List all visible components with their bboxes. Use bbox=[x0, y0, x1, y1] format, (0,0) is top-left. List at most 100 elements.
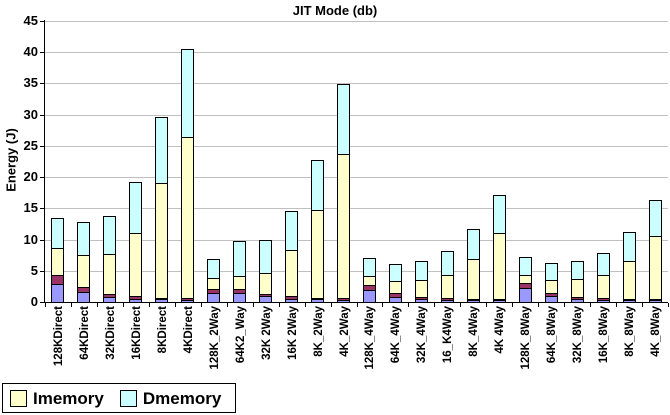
bar-segment bbox=[312, 299, 323, 302]
bar-segment bbox=[416, 262, 427, 280]
bar-segment bbox=[572, 262, 583, 279]
bar-segment bbox=[442, 252, 453, 276]
bar-segment bbox=[182, 136, 193, 299]
bar-segment bbox=[286, 250, 297, 297]
bar-segment bbox=[546, 280, 557, 293]
bar-segment bbox=[598, 297, 609, 300]
x-axis-tick bbox=[253, 303, 254, 307]
y-axis-line bbox=[44, 20, 45, 303]
y-tick-label: 40 bbox=[23, 44, 38, 59]
bar-segment bbox=[260, 293, 271, 297]
bar-segment bbox=[364, 275, 375, 286]
bar-segment bbox=[494, 298, 505, 301]
bar-segment bbox=[546, 295, 557, 303]
bar bbox=[77, 222, 90, 303]
x-tick-label: 128K_2Way bbox=[209, 306, 221, 370]
bar-segment bbox=[338, 298, 349, 301]
y-tick-label: 5 bbox=[30, 263, 38, 278]
y-tick-label: 20 bbox=[23, 169, 38, 184]
bar-segment bbox=[624, 298, 635, 301]
legend-label-dmemory: Dmemory bbox=[142, 388, 222, 408]
bar-segment bbox=[338, 85, 349, 154]
x-tick-label: 128K_4Way bbox=[364, 306, 376, 370]
y-tick-label: 15 bbox=[23, 200, 38, 215]
legend-label-imemory: Imemory bbox=[33, 388, 104, 408]
bar-segment bbox=[130, 296, 141, 299]
bar-segment bbox=[286, 298, 297, 303]
bar-segment bbox=[260, 241, 271, 274]
bar-segment bbox=[494, 300, 505, 303]
bar bbox=[389, 264, 402, 303]
x-axis-tick bbox=[201, 303, 202, 307]
bar-segment bbox=[130, 298, 141, 302]
bar-segment bbox=[572, 298, 583, 302]
x-tick-label: 32K_4Way bbox=[416, 306, 428, 364]
bar-segment bbox=[234, 289, 245, 294]
bar-segment bbox=[442, 297, 453, 300]
bar bbox=[129, 182, 142, 303]
x-tick-label: 8KDirect bbox=[157, 306, 169, 354]
x-axis-tick bbox=[434, 303, 435, 307]
bar-segment bbox=[546, 292, 557, 296]
bar-segment bbox=[468, 300, 479, 302]
bar bbox=[259, 240, 272, 303]
bar-segment bbox=[494, 233, 505, 299]
bar bbox=[103, 216, 116, 303]
bar-segment bbox=[234, 293, 245, 302]
bar bbox=[363, 258, 376, 303]
y-axis-tick bbox=[40, 177, 44, 178]
bar bbox=[181, 49, 194, 303]
bar-segment bbox=[312, 297, 323, 300]
gridline bbox=[45, 83, 668, 84]
bar-segment bbox=[208, 260, 219, 278]
y-tick-label: 10 bbox=[23, 232, 38, 247]
bar-segment bbox=[286, 296, 297, 299]
x-axis-tick bbox=[305, 303, 306, 307]
bar-segment bbox=[468, 298, 479, 301]
y-axis-tick bbox=[40, 240, 44, 241]
x-axis-tick bbox=[149, 303, 150, 307]
y-axis-tick bbox=[40, 115, 44, 116]
bar-segment bbox=[130, 183, 141, 234]
bar-segment bbox=[572, 296, 583, 299]
x-axis-tick bbox=[279, 303, 280, 307]
x-tick-label: 64K_4Way bbox=[390, 306, 402, 364]
y-axis-tick bbox=[40, 83, 44, 84]
bar-segment bbox=[78, 255, 89, 287]
x-axis-tick bbox=[123, 303, 124, 307]
x-tick-label: 4KDirect bbox=[183, 306, 195, 354]
x-axis-tick bbox=[486, 303, 487, 307]
bar-segment bbox=[208, 289, 219, 294]
x-axis-tick bbox=[45, 303, 46, 307]
bar-segment bbox=[520, 275, 531, 284]
x-axis-tick bbox=[408, 303, 409, 307]
bar-segment bbox=[390, 293, 401, 297]
bar-segment bbox=[650, 201, 661, 237]
bar-segment bbox=[624, 261, 635, 299]
x-tick-label: 16_K4Way bbox=[442, 306, 454, 364]
bar bbox=[415, 261, 428, 303]
x-axis-tick bbox=[97, 303, 98, 307]
bar-segment bbox=[416, 299, 427, 303]
x-tick-label: 32K_8Way bbox=[572, 306, 584, 364]
gridline bbox=[45, 52, 668, 53]
x-axis-tick bbox=[590, 303, 591, 307]
bar-segment bbox=[156, 182, 167, 298]
bar-segment bbox=[338, 300, 349, 302]
bar-segment bbox=[364, 259, 375, 276]
bar bbox=[311, 160, 324, 303]
x-tick-label: 8K_2Way bbox=[313, 306, 325, 357]
x-axis-tick bbox=[642, 303, 643, 307]
x-tick-label: 64KDirect bbox=[79, 306, 91, 360]
bar-segment bbox=[52, 283, 63, 302]
bar-segment bbox=[130, 233, 141, 297]
bar bbox=[493, 195, 506, 303]
x-tick-label: 16K_8Way bbox=[598, 306, 610, 364]
bar-segment bbox=[52, 274, 63, 284]
y-tick-label: 30 bbox=[23, 107, 38, 122]
bar bbox=[337, 84, 350, 303]
bar-segment bbox=[598, 274, 609, 298]
bar-segment bbox=[156, 299, 167, 303]
y-tick-label: 25 bbox=[23, 138, 38, 153]
